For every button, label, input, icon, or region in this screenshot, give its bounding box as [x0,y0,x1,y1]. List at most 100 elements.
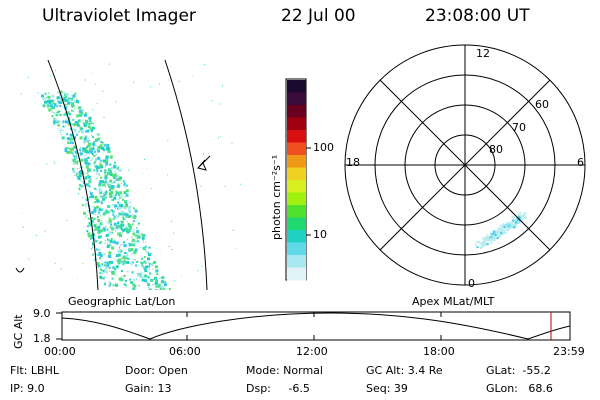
aurora-pixel [147,253,151,257]
aurora-pixel [53,120,57,124]
aurora-pixel [127,271,129,273]
aurora-pixel [105,225,107,227]
polar-aurora-pixel [497,227,500,230]
polar-aurora-pixel [521,218,523,221]
aurora-pixel [146,168,148,170]
geographic-image [15,59,241,291]
polar-aurora-pixel [491,233,494,236]
aurora-pixel [116,254,118,256]
aurora-pixel [64,100,66,102]
aurora-pixel [52,106,55,109]
aurora-pixel [73,161,76,165]
colorbar-segment [287,180,306,193]
aurora-pixel [137,233,139,235]
aurora-pixel [141,278,145,282]
aurora-pixel [106,221,108,223]
aurora-pixel [79,171,82,174]
aurora-pixel [120,244,123,246]
aurora-pixel [62,91,65,94]
aurora-pixel [103,116,105,118]
aurora-pixel [135,217,136,219]
aurora-pixel [93,187,96,190]
aurora-pixel [117,250,121,253]
aurora-pixel [211,100,213,102]
aurora-pixel [73,123,77,127]
aurora-pixel [108,254,111,258]
aurora-pixel [119,197,121,199]
polar-aurora-pixel [519,214,521,217]
aurora-pixel [88,179,92,183]
aurora-pixel [99,137,101,139]
aurora-pixel [42,98,45,101]
aurora-pixel [142,172,144,174]
aurora-pixel [167,174,169,176]
aurora-pixel [137,235,141,239]
polar-aurora-pixel [513,223,515,226]
aurora-pixel [128,243,132,247]
aurora-pixel [58,100,62,104]
aurora-pixel [127,239,128,240]
aurora-pixel [120,212,123,215]
aurora-pixel [119,220,122,223]
polar-aurora-pixel [488,238,491,241]
aurora-pixel [94,165,96,167]
aurora-pixel [101,208,104,211]
gain-info: Gain: 13 [125,382,172,395]
aurora-pixel [147,262,149,263]
aurora-pixel [47,100,50,103]
aurora-pixel [76,168,78,169]
aurora-pixel [136,278,137,280]
aurora-pixel [100,202,103,205]
aurora-pixel [130,240,133,243]
aurora-pixel [22,226,24,228]
aurora-pixel [132,232,136,236]
aurora-pixel [73,111,74,113]
aurora-pixel [58,124,61,127]
aurora-pixel [64,126,66,128]
aurora-pixel [121,229,123,231]
aurora-pixel [118,277,122,281]
aurora-pixel [84,158,88,162]
aurora-pixel [79,152,83,156]
polar-aurora-pixel [493,239,496,242]
aurora-pixel [117,253,121,257]
polar-aurora-pixel [525,216,528,219]
aurora-pixel [72,167,75,170]
aurora-pixel [109,262,112,265]
aurora-pixel [103,253,106,256]
aurora-pixel [99,257,101,260]
aurora-pixel [66,133,69,136]
aurora-pixel [97,230,101,234]
polar-aurora-pixel [505,227,507,230]
aurora-pixel [96,169,99,172]
polar-aurora-pixel [485,237,488,240]
aurora-pixel [74,150,78,154]
aurora-pixel [133,81,135,83]
aurora-pixel [89,147,93,151]
aurora-pixel [73,129,77,133]
aurora-pixel [96,133,98,135]
polar-aurora-pixel [513,226,516,229]
polar-aurora-pixel [480,241,483,244]
aurora-pixel [125,208,127,210]
aurora-pixel [91,126,95,130]
polar-aurora-pixel [477,241,480,243]
aurora-pixel [131,273,132,274]
aurora-pixel [83,161,85,163]
aurora-pixel [128,189,130,191]
mode-info: Mode: Normal [246,364,323,377]
aurora-pixel [113,267,116,270]
aurora-pixel [90,121,93,124]
aurora-pixel [120,260,123,263]
aurora-pixel [64,120,68,124]
aurora-pixel [95,158,97,160]
door-info: Door: Open [125,364,188,377]
polar-aurora-pixel [496,237,499,239]
aurora-pixel [57,92,58,94]
aurora-pixel [99,222,103,226]
aurora-pixel [105,162,109,166]
aurora-pixel [86,230,89,233]
aurora-pixel [104,196,107,199]
aurora-pixel [92,242,93,243]
aurora-pixel [120,223,124,227]
